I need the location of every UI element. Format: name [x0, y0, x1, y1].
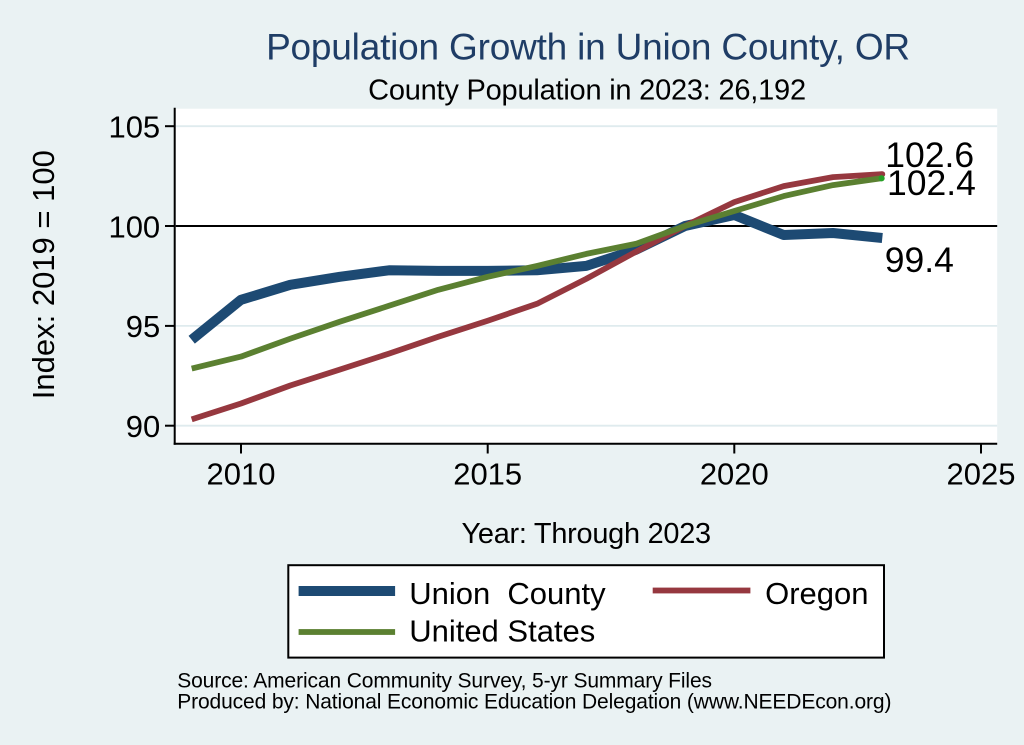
svg-text:2010: 2010	[207, 457, 276, 492]
svg-text:Index: 2019 = 100: Index: 2019 = 100	[26, 150, 61, 399]
svg-text:Union County: Union County	[409, 576, 606, 611]
svg-text:102.4: 102.4	[887, 163, 976, 203]
svg-text:Source: American Community Sur: Source: American Community Survey, 5-yr …	[177, 670, 712, 693]
svg-text:County Population in 2023: 26,: County Population in 2023: 26,192	[368, 75, 806, 107]
svg-text:95: 95	[126, 309, 160, 344]
svg-text:Produced by: National Economic: Produced by: National Economic Education…	[177, 691, 891, 714]
svg-text:90: 90	[126, 409, 160, 444]
svg-text:Population Growth in Union Cou: Population Growth in Union County, OR	[266, 27, 910, 68]
svg-text:Oregon: Oregon	[765, 576, 868, 611]
svg-text:2015: 2015	[453, 457, 522, 492]
svg-text:2025: 2025	[947, 457, 1016, 492]
svg-text:102.6: 102.6	[885, 135, 974, 175]
svg-text:99.4: 99.4	[885, 240, 954, 280]
svg-text:Year: Through 2023: Year: Through 2023	[462, 518, 711, 550]
svg-text:105: 105	[108, 110, 160, 145]
svg-text:United States: United States	[409, 614, 595, 649]
svg-text:100: 100	[108, 209, 160, 244]
svg-text:2020: 2020	[700, 457, 769, 492]
